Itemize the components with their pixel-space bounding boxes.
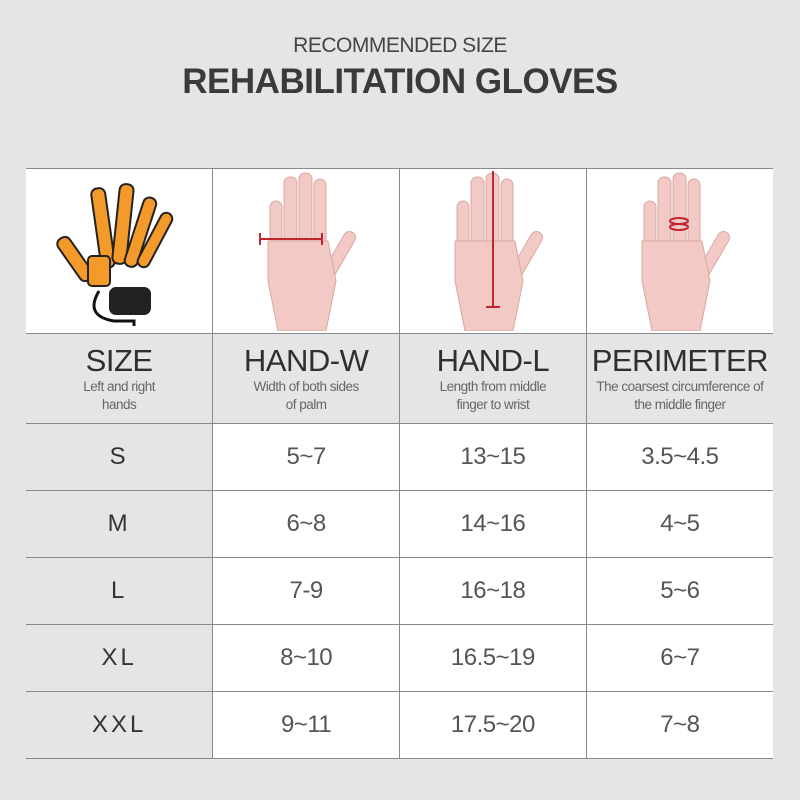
column-title: SIZE (85, 342, 153, 378)
glove-image (26, 168, 214, 334)
hand-w-cell: 5~7 (212, 423, 400, 491)
column-description: Length from middle finger to wrist (439, 378, 547, 412)
table-row: XXL 9~11 17.5~20 7~8 (26, 691, 773, 759)
perimeter-cell: 7~8 (585, 691, 773, 759)
column-header-hand-l: HAND-L Length from middle finger to wrist (399, 333, 587, 424)
hand-l-cell: 16~18 (399, 557, 587, 625)
column-title: HAND-W (243, 342, 369, 378)
perimeter-cell: 6~7 (585, 624, 773, 692)
table-row: S 5~7 13~15 3.5~4.5 (26, 423, 773, 491)
column-header-size: SIZE Left and right hands (26, 333, 214, 424)
hand-w-cell: 6~8 (212, 490, 400, 558)
hand-w-cell: 9~11 (212, 691, 400, 759)
hand-l-cell: 16.5~19 (399, 624, 587, 692)
finger-perimeter-icon (641, 172, 730, 331)
table-row: L 7-9 16~18 5~6 (26, 557, 773, 625)
size-chart-table: SIZE Left and right hands HAND-W Width of … (26, 168, 773, 759)
hand-l-cell: 17.5~20 (399, 691, 587, 759)
hand-length-image (399, 168, 587, 334)
size-cell: XL (26, 624, 214, 692)
hand-w-cell: 8~10 (212, 624, 400, 692)
subtitle: RECOMMENDED SIZE (293, 34, 507, 57)
column-header-perimeter: PERIMETER The coarsest circumference of t… (585, 333, 773, 424)
hand-width-image (212, 168, 400, 334)
header-row: SIZE Left and right hands HAND-W Width of … (26, 333, 773, 424)
hand-w-cell: 7-9 (212, 557, 400, 625)
hand-l-cell: 14~16 (399, 490, 587, 558)
size-cell: XXL (26, 691, 214, 759)
column-title: HAND-L (436, 342, 550, 378)
size-cell: S (26, 423, 214, 491)
hand-length-icon (454, 171, 543, 331)
image-row (26, 168, 773, 334)
hand-width-icon (259, 172, 357, 331)
column-description: Left and right hands (83, 378, 156, 412)
size-cell: L (26, 557, 214, 625)
rehabilitation-glove-icon (56, 183, 174, 326)
table-row: M 6~8 14~16 4~5 (26, 490, 773, 558)
column-header-hand-w: HAND-W Width of both sides of palm (212, 333, 400, 424)
page-title: REHABILITATION GLOVES (182, 62, 618, 101)
perimeter-cell: 4~5 (585, 490, 773, 558)
column-description: Width of both sides of palm (253, 378, 359, 412)
table-row: XL 8~10 16.5~19 6~7 (26, 624, 773, 692)
column-title: PERIMETER (591, 342, 769, 378)
perimeter-image (585, 168, 773, 334)
perimeter-cell: 3.5~4.5 (585, 423, 773, 491)
column-description: The coarsest circumference of the middle… (596, 378, 764, 412)
perimeter-cell: 5~6 (585, 557, 773, 625)
size-cell: M (26, 490, 214, 558)
hand-l-cell: 13~15 (399, 423, 587, 491)
